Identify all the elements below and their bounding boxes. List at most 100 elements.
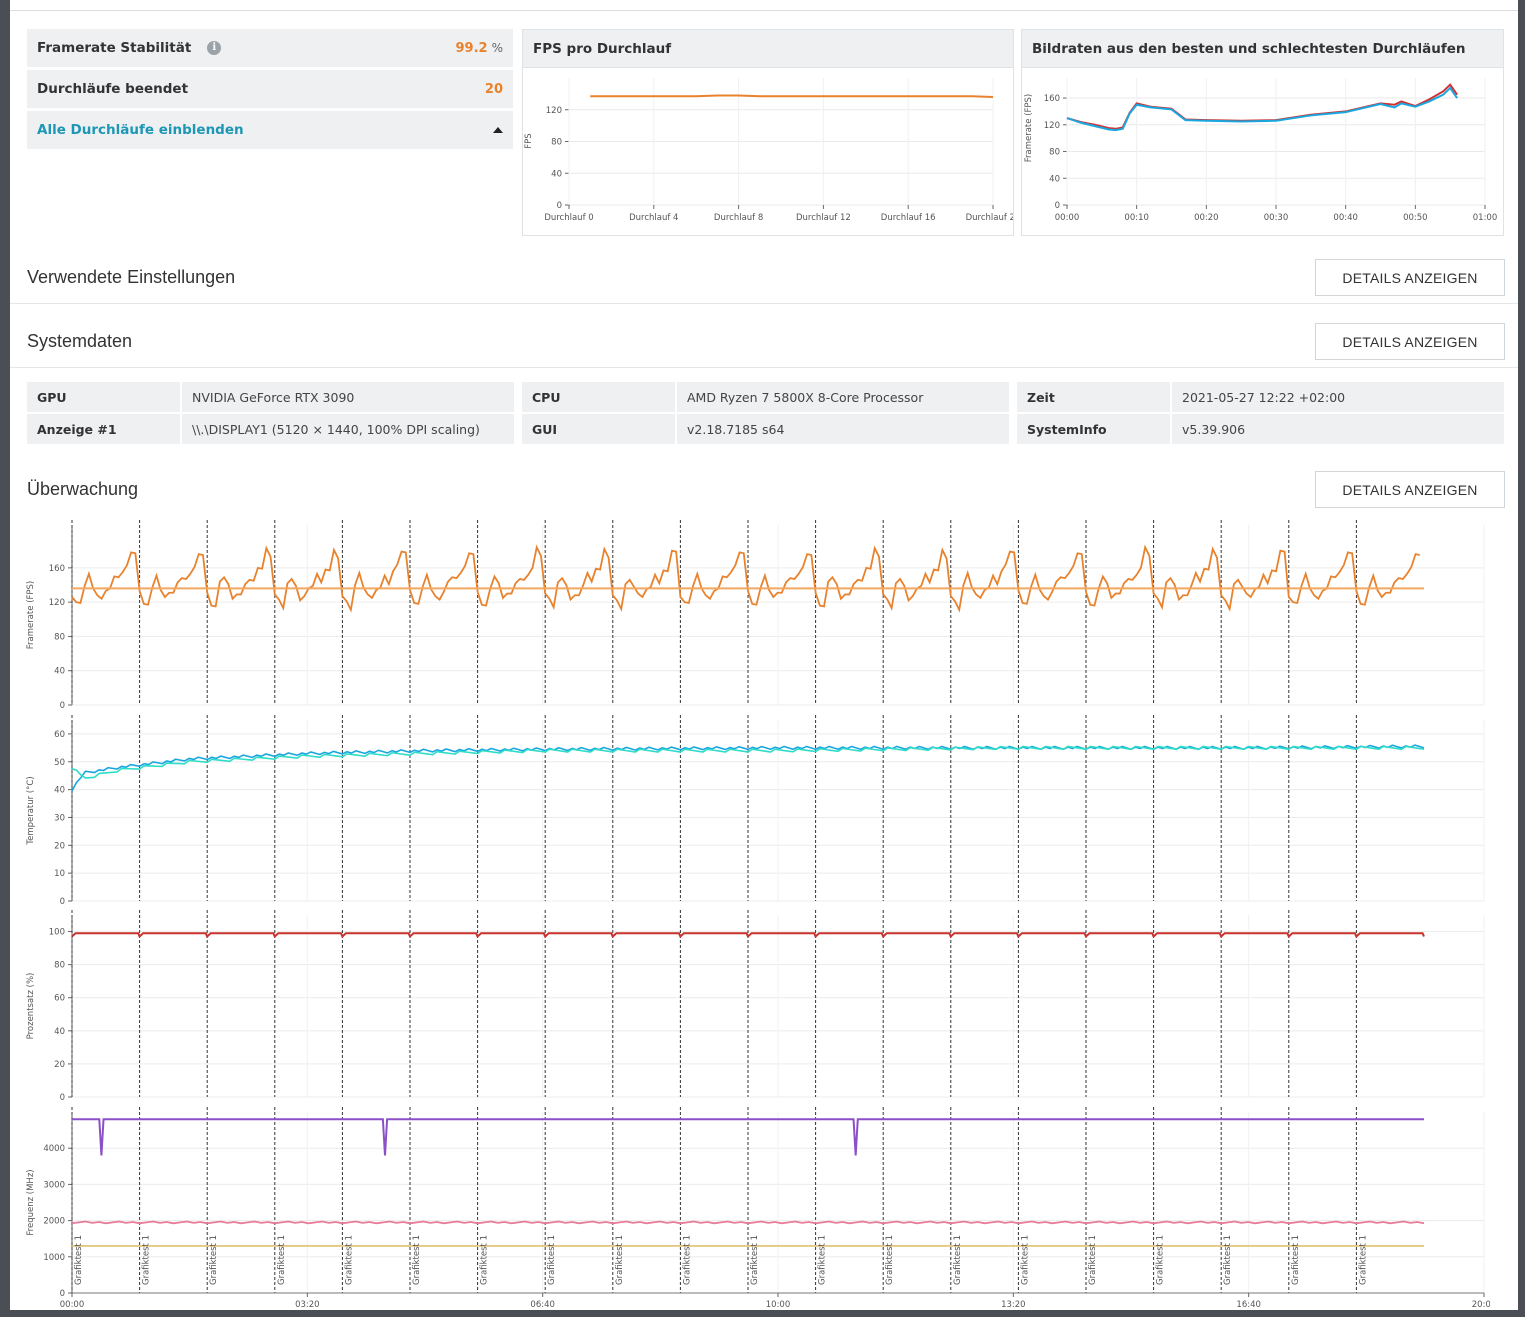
y-axis-label: FPS: [524, 133, 534, 148]
y-axis-label: Framerate (FPS): [26, 581, 36, 650]
x-tick-label: 20:00: [1472, 1300, 1490, 1310]
best-worst-title: Bildraten aus den besten und schlechtest…: [1022, 30, 1503, 68]
show-all-runs-toggle[interactable]: Alle Durchläufe einblenden: [27, 111, 513, 149]
y-tick-label: 0: [557, 201, 562, 211]
run-marker-label: Grafiktest 1: [1088, 1235, 1098, 1285]
run-marker-label: Grafiktest 1: [885, 1235, 895, 1285]
run-marker-label: Grafiktest 1: [412, 1235, 422, 1285]
x-tick-label: 16:40: [1236, 1300, 1261, 1310]
section-divider: [10, 303, 1518, 304]
x-tick-label: 00:10: [1124, 213, 1149, 223]
y-tick-label: 80: [54, 961, 65, 971]
system-info-table: GPU NVIDIA GeForce RTX 3090 CPU AMD Ryze…: [27, 382, 1504, 444]
x-tick-label: 00:50: [1403, 213, 1428, 223]
monitoring-section-title: Überwachung: [27, 479, 139, 499]
best-worst-chart: Framerate (FPS) 0 40 80 120 160 00:00 00:10 00:2…: [1024, 78, 1497, 223]
y-tick-label: 80: [551, 138, 562, 148]
fps-series-line: [590, 94, 994, 99]
gui-value: v2.18.7185 s64: [677, 414, 1009, 444]
run-marker-label: Grafiktest 1: [750, 1235, 760, 1285]
run-marker-label: Grafiktest 1: [1223, 1235, 1233, 1285]
x-tick-label: 00:00: [1055, 213, 1080, 223]
system-section-title: Systemdaten: [27, 331, 133, 351]
y-tick-label: 20: [54, 1060, 65, 1070]
y-tick-label: 20: [54, 841, 65, 851]
run-marker-label: Grafiktest 1: [277, 1235, 287, 1285]
monitoring-details-button[interactable]: DETAILS ANZEIGEN: [1315, 471, 1505, 508]
x-tick-label: 00:40: [1333, 213, 1358, 223]
time-value: 2021-05-27 12:22 +02:00: [1172, 382, 1504, 412]
info-icon[interactable]: i: [207, 41, 222, 55]
y-tick-label: 0: [60, 701, 65, 711]
x-tick-label: 00:30: [1264, 213, 1289, 223]
x-tick-label: 06:40: [530, 1300, 555, 1310]
run-marker-label: Grafiktest 1: [1156, 1235, 1166, 1285]
y-tick-label: 40: [1049, 174, 1060, 184]
display-label: Anzeige #1: [27, 414, 180, 444]
y-tick-label: 0: [60, 897, 65, 907]
cpu-label: CPU: [522, 382, 675, 412]
run-marker-label: Grafiktest 1: [1291, 1235, 1301, 1285]
stability-value: 99.2: [455, 40, 488, 56]
stability-label: Framerate Stabilität: [37, 40, 192, 56]
core-clock-line: [72, 1118, 1424, 1156]
sysinfo-value: v5.39.906: [1172, 414, 1504, 444]
x-tick-label: Durchlauf 16: [881, 213, 936, 223]
framerate-line: [71, 544, 1420, 613]
y-tick-label: 40: [551, 169, 562, 179]
y-tick-label: 60: [54, 730, 65, 740]
fps-per-run-title: FPS pro Durchlauf: [523, 30, 1013, 68]
top-divider: [10, 10, 1518, 11]
y-tick-label: 0: [60, 1093, 65, 1103]
y-tick-label: 80: [54, 632, 65, 642]
settings-section-title: Verwendete Einstellungen: [27, 267, 236, 287]
system-details-button[interactable]: DETAILS ANZEIGEN: [1315, 323, 1505, 360]
monitoring-charts: 0 40 80 120 160 Framerate (FPS) 0 10 20 30 40 50 60 T…: [26, 520, 1490, 1310]
gpu-load-line: [71, 932, 1425, 939]
runs-label: Durchläufe beendet: [37, 81, 189, 97]
y-tick-label: 50: [54, 758, 65, 768]
x-tick-label: 03:20: [295, 1300, 320, 1310]
y-tick-label: 3000: [43, 1180, 65, 1190]
show-all-runs-label[interactable]: Alle Durchläufe einblenden: [37, 122, 244, 138]
run-marker-label: Grafiktest 1: [682, 1235, 692, 1285]
x-tick-label: Durchlauf 4: [629, 213, 678, 223]
run-marker-label: Grafiktest 1: [480, 1235, 490, 1285]
y-tick-label: 10: [54, 869, 65, 879]
run-marker-label: Grafiktest 1: [547, 1235, 557, 1285]
y-axis-label: Prozentsatz (%): [26, 973, 36, 1040]
y-axis-label: Temperatur (°C): [26, 776, 36, 845]
cpu-value: AMD Ryzen 7 5800X 8-Core Processor: [677, 382, 1009, 412]
runs-value: 20: [484, 81, 503, 97]
y-tick-label: 40: [54, 667, 65, 677]
fps-per-run-chart: FPS 0 40 80 120 Durchlauf 0 Durchlauf 4 Durchla…: [524, 78, 1013, 223]
y-tick-label: 160: [49, 564, 65, 574]
run-marker-label: Grafiktest 1: [615, 1235, 625, 1285]
x-tick-label: 10:00: [766, 1300, 791, 1310]
section-divider: [10, 367, 1518, 368]
y-tick-label: 30: [54, 813, 65, 823]
framerate-stability-row: Framerate Stabilität i 99.2 %: [27, 29, 513, 67]
x-tick-label: 00:00: [60, 1300, 85, 1310]
caret-up-icon[interactable]: [493, 127, 503, 133]
run-marker-label: Grafiktest 1: [1020, 1235, 1030, 1285]
run-marker-label: Grafiktest 1: [142, 1235, 152, 1285]
x-tick-label: Durchlauf 12: [796, 213, 851, 223]
best-worst-panel: Bildraten aus den besten und schlechtest…: [1021, 29, 1504, 236]
settings-details-button[interactable]: DETAILS ANZEIGEN: [1315, 259, 1505, 296]
x-tick-label: Durchlauf 8: [714, 213, 763, 223]
y-tick-label: 120: [49, 598, 65, 608]
y-tick-label: 120: [546, 106, 562, 116]
fps-per-run-panel: FPS pro Durchlauf FPS 0 40 80 120 Durchlauf 0…: [522, 29, 1014, 236]
run-marker-label: Grafiktest 1: [344, 1235, 354, 1285]
cpu-temperature-line: [71, 745, 1425, 779]
run-marker-label: Grafiktest 1: [1358, 1235, 1368, 1285]
y-tick-label: 4000: [43, 1144, 65, 1154]
y-tick-label: 0: [60, 1289, 65, 1299]
y-axis-label: Framerate (FPS): [1024, 94, 1034, 163]
gpu-value: NVIDIA GeForce RTX 3090: [182, 382, 514, 412]
display-value: \\.\DISPLAY1 (5120 × 1440, 100% DPI scal…: [182, 414, 514, 444]
run-marker-label: Grafiktest 1: [74, 1235, 84, 1285]
time-label: Zeit: [1017, 382, 1170, 412]
y-tick-label: 40: [54, 786, 65, 796]
